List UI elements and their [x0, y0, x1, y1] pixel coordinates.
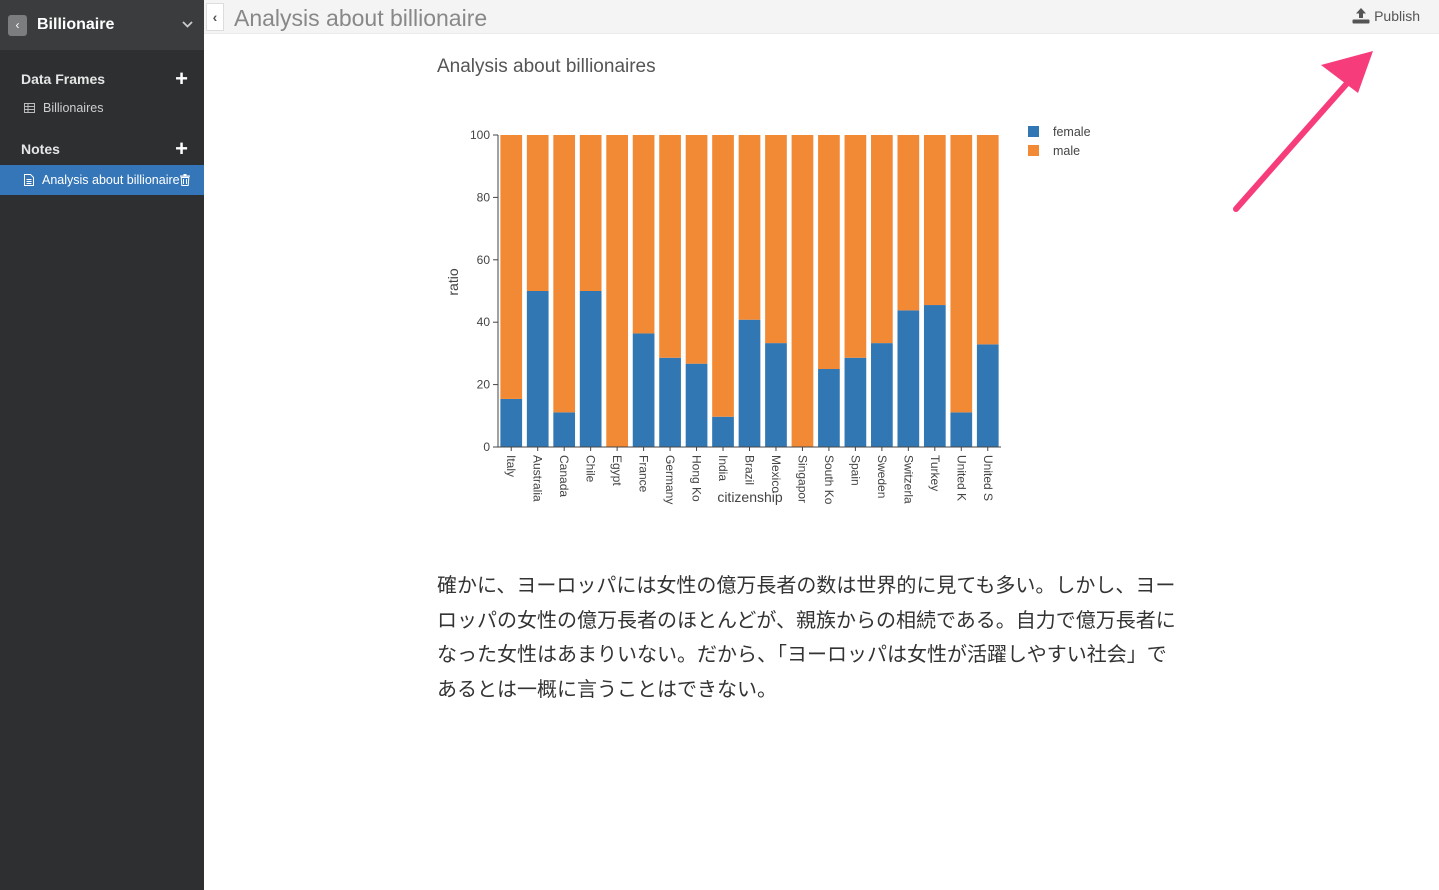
- stacked-bar-chart: 0 20 40 60 80 100 Italy Australia Canada Chile Eg…: [445, 125, 1091, 505]
- bar-female[interactable]: [685, 363, 708, 447]
- legend-swatch-male: [1028, 145, 1039, 156]
- bar-male[interactable]: [659, 135, 681, 358]
- legend-label-female: female: [1053, 125, 1091, 139]
- bar-female[interactable]: [526, 291, 549, 447]
- bar-male[interactable]: [500, 135, 523, 399]
- bar-male[interactable]: [923, 135, 946, 306]
- bar-female[interactable]: [659, 357, 681, 447]
- x-tick-label: United K: [954, 455, 968, 501]
- bar-female[interactable]: [738, 319, 761, 447]
- data-frames-heading: Data Frames: [21, 71, 106, 87]
- bar-female[interactable]: [871, 343, 893, 447]
- y-tick-label: 60: [477, 253, 491, 267]
- x-tick-label: Australia: [531, 455, 545, 502]
- x-tick-label: India: [716, 455, 730, 481]
- x-tick-label: Egypt: [610, 455, 624, 486]
- publish-label: Publish: [1374, 7, 1420, 24]
- bar-female[interactable]: [500, 398, 523, 447]
- analysis-paragraph: 確かに、ヨーロッパには女性の億万長者の数は世界的に見ても多い。しかし、ヨーロッパ…: [437, 573, 1176, 702]
- add-data-frame-icon[interactable]: +: [175, 66, 188, 91]
- bar-male[interactable]: [606, 135, 628, 447]
- y-tick-label: 40: [477, 315, 491, 329]
- upload-icon: [1352, 8, 1370, 24]
- bar-male[interactable]: [738, 135, 761, 320]
- project-title: Billionaire: [37, 16, 115, 33]
- publish-button[interactable]: Publish: [1352, 7, 1420, 24]
- sidebar: ‹ Billionaire Data Frames + Billionaires…: [0, 0, 204, 890]
- bar-female[interactable]: [579, 291, 602, 447]
- bar-female[interactable]: [950, 412, 973, 447]
- y-axis-label: ratio: [445, 268, 461, 295]
- back-arrow-icon[interactable]: ‹: [8, 14, 27, 36]
- bar-male[interactable]: [765, 135, 787, 344]
- bar-female[interactable]: [818, 369, 840, 447]
- document-icon: [24, 174, 34, 186]
- table-icon: [24, 103, 35, 113]
- project-header[interactable]: ‹ Billionaire: [0, 0, 204, 50]
- y-tick-label: 0: [483, 440, 490, 454]
- x-tick-label: Sweden: [875, 455, 889, 498]
- chart-heading: Analysis about billionaires: [437, 56, 656, 77]
- bar-female[interactable]: [553, 412, 576, 447]
- bar-male[interactable]: [526, 135, 549, 291]
- y-tick-label: 20: [477, 378, 491, 392]
- bar-male[interactable]: [712, 135, 734, 417]
- x-tick-label: Switzerla: [901, 455, 915, 504]
- bar-male[interactable]: [897, 135, 920, 311]
- bar-male[interactable]: [950, 135, 973, 413]
- bar-male[interactable]: [844, 135, 867, 358]
- x-tick-label: Turkey: [928, 455, 942, 491]
- bar-male[interactable]: [632, 135, 655, 334]
- data-frame-label: Billionaires: [43, 101, 104, 115]
- x-tick-label: Singapor: [795, 455, 809, 503]
- x-tick-label: Germany: [663, 455, 677, 504]
- bar-female[interactable]: [897, 310, 920, 447]
- notes-section: Notes +: [0, 137, 204, 161]
- top-bar: ‹ Analysis about billionaire Publish: [204, 0, 1439, 34]
- x-tick-label: Spain: [848, 455, 862, 486]
- note-content: Analysis about billionaires: [437, 56, 1177, 78]
- x-tick-label: France: [637, 455, 651, 493]
- bar-male[interactable]: [553, 135, 576, 413]
- trash-icon[interactable]: [180, 174, 190, 186]
- data-frames-section: Data Frames +: [0, 67, 204, 91]
- bar-male[interactable]: [579, 135, 602, 291]
- y-tick-label: 80: [477, 190, 491, 204]
- y-tick-label: 100: [470, 128, 490, 142]
- bar-male[interactable]: [685, 135, 708, 364]
- x-tick-label: Mexico: [769, 455, 783, 493]
- bar-female[interactable]: [976, 344, 999, 447]
- bar-male[interactable]: [871, 135, 893, 344]
- x-tick-label: Chile: [584, 455, 598, 483]
- collapse-sidebar-icon[interactable]: ‹: [206, 3, 224, 31]
- x-tick-label: Italy: [504, 455, 518, 477]
- bar-male[interactable]: [791, 135, 814, 447]
- bar-female[interactable]: [712, 416, 734, 447]
- x-axis-label: citizenship: [717, 489, 783, 505]
- sidebar-item-billionaires[interactable]: Billionaires: [0, 98, 204, 118]
- x-tick-label: United S: [981, 455, 995, 501]
- x-tick-label: Hong Ko: [690, 455, 704, 502]
- bar-male[interactable]: [976, 135, 999, 345]
- bar-female[interactable]: [923, 305, 946, 447]
- sidebar-item-analysis-note[interactable]: Analysis about billionaire: [0, 165, 204, 195]
- note-label: Analysis about billionaire: [42, 173, 180, 187]
- legend-label-male: male: [1053, 144, 1080, 158]
- notes-heading: Notes: [21, 141, 60, 157]
- x-tick-label: South Ko: [822, 455, 836, 505]
- x-tick-label: Brazil: [743, 455, 757, 485]
- chevron-down-icon[interactable]: [182, 19, 196, 31]
- x-tick-label: Canada: [557, 455, 571, 497]
- bar-male[interactable]: [818, 135, 840, 369]
- annotation-arrow: [1233, 51, 1373, 212]
- bar-female[interactable]: [765, 343, 787, 447]
- bar-female[interactable]: [632, 333, 655, 447]
- add-note-icon[interactable]: +: [175, 136, 188, 161]
- page-title: Analysis about billionaire: [234, 5, 488, 31]
- legend-swatch-female: [1028, 126, 1039, 137]
- bar-female[interactable]: [844, 357, 867, 447]
